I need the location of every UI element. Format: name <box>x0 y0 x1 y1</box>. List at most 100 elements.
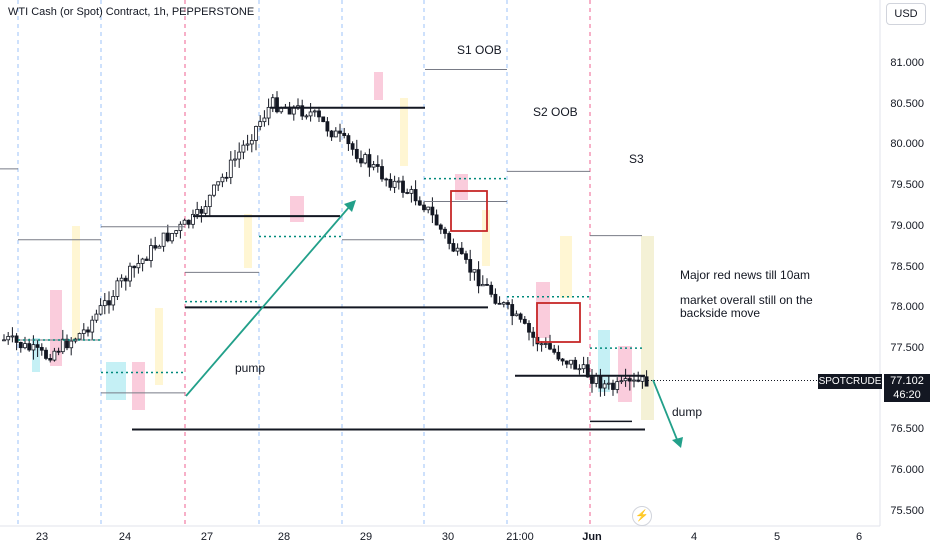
candle-body <box>31 344 36 351</box>
candle-body <box>10 335 15 338</box>
candle-body <box>434 214 439 226</box>
candle-body <box>518 313 523 320</box>
candle-body <box>380 166 384 180</box>
candle-body <box>396 180 401 183</box>
candle-body <box>254 126 258 141</box>
candle-body <box>417 200 422 206</box>
candle-body <box>413 189 418 202</box>
candle-body <box>94 313 99 321</box>
candle-body <box>170 233 174 242</box>
candle-body <box>39 347 44 351</box>
candle-body <box>632 379 636 382</box>
candle-body <box>279 107 284 113</box>
candle-body <box>602 383 607 389</box>
news-note: Major red news till 10am <box>680 268 811 282</box>
candle-body <box>333 130 338 138</box>
highlight-zone <box>536 282 550 338</box>
s1-label: S1 OOB <box>457 43 502 57</box>
candle-body <box>107 300 111 306</box>
candle-body <box>102 300 107 307</box>
candle-body <box>493 293 498 304</box>
highlight-zone <box>400 98 408 166</box>
candle-body <box>18 342 23 349</box>
candle-body <box>161 232 166 247</box>
y-tick: 75.500 <box>890 505 924 517</box>
candle-body <box>69 340 74 349</box>
candle-body <box>363 154 368 164</box>
candle-body <box>480 283 485 287</box>
market-note: market overall still on the <box>680 293 813 307</box>
candle-body <box>468 259 473 273</box>
candle-body <box>27 343 32 351</box>
x-tick: 23 <box>35 531 49 543</box>
candle-body <box>375 164 380 167</box>
candle-body <box>111 296 116 306</box>
candle-body <box>329 130 334 138</box>
candle-body <box>447 233 452 244</box>
candle-body <box>619 380 624 383</box>
candle-body <box>140 258 145 264</box>
candle-body <box>585 364 590 378</box>
y-tick: 79.500 <box>890 179 924 191</box>
candle-body <box>527 323 531 333</box>
candle-body <box>611 382 615 390</box>
candle-body <box>573 359 578 370</box>
pump-arrowhead <box>344 200 356 212</box>
candle-body <box>65 338 69 349</box>
highlight-zone <box>32 338 40 372</box>
dump-arrowhead <box>672 437 683 448</box>
candle-body <box>409 189 414 194</box>
candle-body <box>438 224 443 230</box>
currency-button[interactable]: USD <box>886 3 926 25</box>
order-block-box <box>536 302 581 343</box>
candle-body <box>350 143 355 150</box>
candle-body <box>182 219 187 225</box>
candle-body <box>548 343 552 350</box>
candle-body <box>275 97 279 113</box>
events-icon[interactable]: ⚡ <box>632 506 652 526</box>
candle-body <box>594 375 599 384</box>
highlight-zone <box>50 290 62 366</box>
highlight-zone <box>618 346 632 402</box>
candle-body <box>522 318 527 324</box>
candle-body <box>203 206 208 214</box>
highlight-zone <box>374 72 383 100</box>
candle-body <box>510 304 515 317</box>
candle-body <box>165 232 170 242</box>
candle-body <box>422 204 426 211</box>
highlight-zone <box>72 226 80 340</box>
candle-body <box>346 135 351 145</box>
bar-countdown: 46:20 <box>893 389 921 401</box>
candle-body <box>392 180 397 188</box>
last-price: 77.102 <box>890 375 924 387</box>
candle-body <box>338 130 342 134</box>
candle-body <box>464 253 468 260</box>
candle-body <box>451 243 456 252</box>
candle-body <box>300 105 305 117</box>
candle-body <box>367 154 372 168</box>
candle-body <box>144 258 149 261</box>
candle-body <box>640 376 645 382</box>
candle-body <box>623 378 628 382</box>
y-tick: 81.000 <box>890 57 924 69</box>
order-block-box <box>450 190 488 232</box>
x-tick: 29 <box>359 531 373 543</box>
highlight-zone <box>244 214 252 268</box>
candle-body <box>560 358 565 362</box>
y-tick: 80.500 <box>890 98 924 110</box>
candle-body <box>426 206 431 211</box>
candle-body <box>543 343 548 345</box>
candle-body <box>35 344 40 348</box>
candle-body <box>354 148 359 159</box>
candle-body <box>569 359 573 365</box>
highlight-zone <box>641 236 654 420</box>
candle-body <box>228 159 233 178</box>
candle-body <box>359 158 363 164</box>
candle-body <box>627 378 632 382</box>
pump-arrow <box>185 205 351 397</box>
x-tick: 6 <box>855 531 863 543</box>
x-tick: 28 <box>277 531 291 543</box>
candle-body <box>149 245 153 261</box>
candle-body <box>321 116 326 123</box>
